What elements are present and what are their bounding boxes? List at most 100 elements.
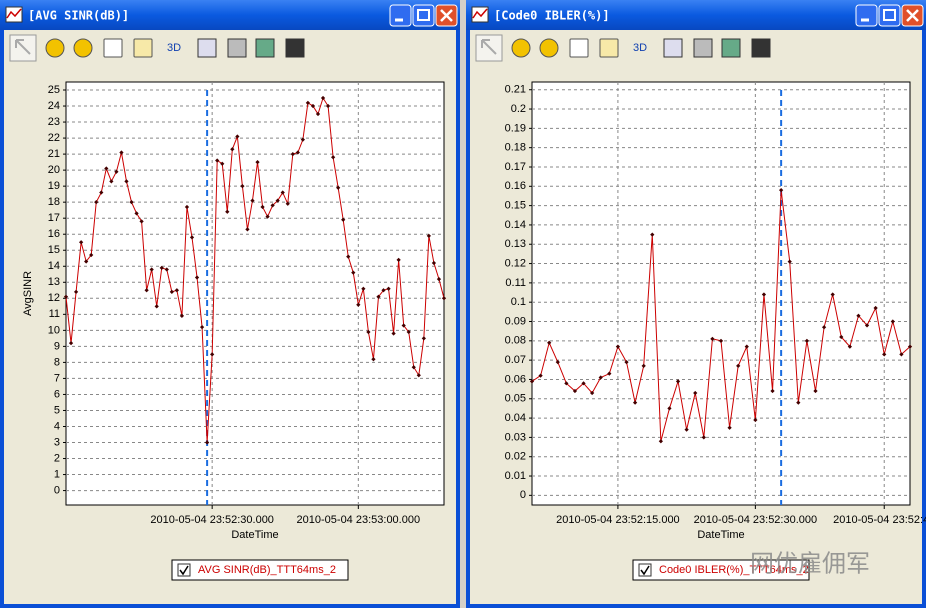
legend-entry: Code0 IBLER(%)_TTT64ms_2 bbox=[659, 564, 809, 576]
point bbox=[890, 319, 895, 324]
point bbox=[336, 185, 341, 190]
legend-box bbox=[632, 559, 810, 581]
point bbox=[779, 188, 784, 193]
tool-button[interactable] bbox=[255, 38, 275, 58]
tool-button[interactable] bbox=[45, 38, 65, 58]
tool-button[interactable] bbox=[693, 38, 713, 58]
tool-button[interactable] bbox=[227, 38, 247, 58]
y-tick-label: 0.2 bbox=[511, 103, 526, 115]
maximize-glyph bbox=[883, 9, 896, 21]
point bbox=[154, 304, 159, 309]
point bbox=[864, 323, 870, 328]
point bbox=[796, 400, 801, 405]
y-tick-label: 19 bbox=[48, 180, 60, 192]
point bbox=[89, 252, 94, 258]
point bbox=[295, 150, 300, 155]
tool-button[interactable] bbox=[73, 38, 93, 58]
tool-button[interactable] bbox=[569, 38, 589, 58]
x-axis-label: DateTime bbox=[231, 529, 278, 541]
point bbox=[169, 289, 174, 295]
point bbox=[225, 209, 230, 214]
tool-button[interactable] bbox=[285, 38, 305, 58]
point bbox=[119, 150, 124, 155]
point bbox=[220, 161, 225, 166]
y-tick-label: 20 bbox=[48, 164, 60, 176]
legend-checkbox[interactable] bbox=[177, 563, 191, 577]
point bbox=[194, 275, 200, 280]
minimize-button[interactable] bbox=[389, 4, 412, 27]
tool-button[interactable] bbox=[539, 38, 559, 58]
maximize-button[interactable] bbox=[878, 4, 901, 27]
x-tick-label: 2010-05-04 23:52:45 bbox=[833, 514, 926, 526]
tool-button[interactable] bbox=[721, 38, 741, 58]
point bbox=[245, 227, 250, 232]
y-tick-label: 11 bbox=[49, 308, 60, 320]
point bbox=[255, 159, 260, 165]
plot-area bbox=[531, 81, 911, 506]
point bbox=[736, 363, 741, 369]
point bbox=[401, 323, 406, 328]
point bbox=[830, 292, 835, 297]
point bbox=[109, 179, 114, 184]
point bbox=[189, 235, 195, 240]
close-glyph bbox=[906, 9, 919, 22]
maximize-glyph bbox=[417, 9, 430, 21]
legend-box bbox=[171, 559, 349, 581]
point bbox=[804, 338, 810, 343]
window-title: [AVG SINR(dB)] bbox=[28, 9, 129, 23]
window: [Code0 IBLER(%)] 3D 0 0.01 0.02 0.03 0.04 0.05 0… bbox=[466, 0, 926, 608]
point bbox=[204, 440, 210, 445]
y-axis-label: AvgSINR bbox=[22, 271, 34, 316]
point bbox=[174, 288, 180, 293]
minimize-button[interactable] bbox=[855, 4, 878, 27]
point bbox=[381, 288, 386, 293]
x-tick-label: 2010-05-04 23:52:15.000 bbox=[556, 514, 680, 526]
point bbox=[129, 200, 134, 205]
point bbox=[761, 292, 767, 297]
point bbox=[164, 267, 169, 272]
point bbox=[426, 233, 432, 238]
y-tick-label: 14 bbox=[48, 260, 60, 272]
point bbox=[396, 257, 401, 262]
point bbox=[873, 305, 878, 311]
tool-button[interactable] bbox=[663, 38, 683, 58]
point bbox=[280, 190, 285, 195]
point bbox=[710, 336, 715, 342]
window-icon-graph bbox=[6, 8, 22, 19]
y-tick-label: 0.17 bbox=[505, 161, 526, 173]
close-glyph bbox=[440, 9, 453, 22]
window-title: [Code0 IBLER(%)] bbox=[494, 9, 610, 23]
tool-button[interactable] bbox=[197, 38, 217, 58]
point bbox=[265, 214, 270, 219]
y-tick-label: 0.03 bbox=[505, 431, 526, 443]
tool-button[interactable] bbox=[103, 38, 123, 58]
tool-button[interactable] bbox=[133, 38, 153, 58]
point bbox=[346, 254, 351, 259]
point bbox=[391, 331, 396, 336]
maximize-button[interactable] bbox=[412, 4, 435, 27]
point bbox=[114, 169, 119, 174]
title-bar bbox=[0, 0, 460, 30]
tool-button[interactable] bbox=[599, 38, 619, 58]
tool-button[interactable] bbox=[751, 38, 771, 58]
y-tick-label: 3 bbox=[54, 436, 60, 448]
y-tick-label: 0.18 bbox=[505, 142, 526, 154]
y-tick-label: 0.14 bbox=[505, 219, 526, 231]
point bbox=[847, 344, 852, 349]
legend-checkbox[interactable] bbox=[638, 563, 652, 577]
y-tick-label: 0.01 bbox=[505, 470, 526, 482]
point bbox=[416, 373, 421, 378]
y-tick-label: 0.11 bbox=[505, 277, 526, 289]
point bbox=[330, 155, 336, 160]
title-bar bbox=[466, 0, 926, 30]
legend-check bbox=[179, 565, 189, 576]
point bbox=[134, 211, 139, 216]
point bbox=[250, 198, 255, 203]
tool-button[interactable] bbox=[511, 38, 531, 58]
y-tick-label: 0.09 bbox=[505, 315, 526, 327]
point bbox=[431, 260, 437, 266]
y-tick-label: 25 bbox=[48, 84, 60, 96]
y-tick-label: 0.15 bbox=[505, 200, 526, 212]
y-tick-label: 15 bbox=[48, 244, 60, 256]
point bbox=[371, 357, 376, 362]
